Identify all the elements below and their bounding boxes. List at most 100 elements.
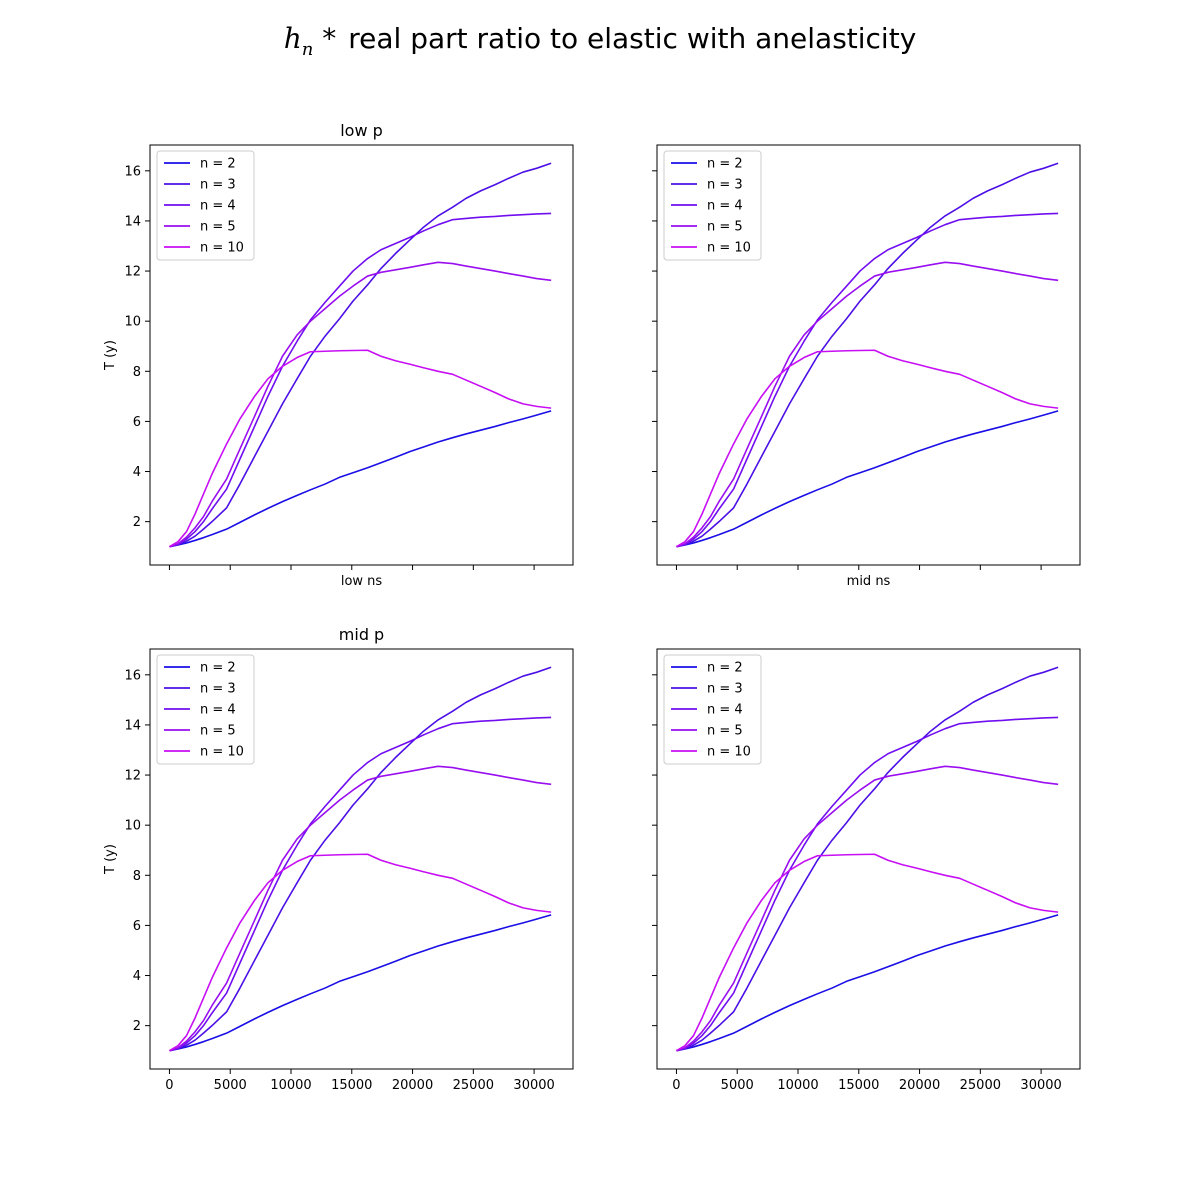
legend: n = 2 n = 3 n = 4 n = 5 n = 10 xyxy=(156,654,255,765)
figure-title-text: real part ratio to elastic with anelasti… xyxy=(348,22,916,55)
y-tick-label: 12 xyxy=(124,265,141,280)
series-line-n5 xyxy=(676,261,1059,548)
legend-box xyxy=(156,150,255,261)
y-tick-label: 6 xyxy=(133,919,141,934)
series-line-n4 xyxy=(169,212,552,548)
series-line-n3 xyxy=(676,162,1059,548)
figure-title-subscript: n xyxy=(302,39,314,60)
series-group xyxy=(676,666,1059,1052)
y-tick-label: 8 xyxy=(133,365,141,380)
series-group xyxy=(676,162,1059,548)
figure-title: hn * real part ratio to elastic with anel… xyxy=(284,22,917,60)
legend-label: n = 3 xyxy=(707,178,743,193)
x-axis-label: mid ns xyxy=(847,574,891,589)
legend: n = 2 n = 3 n = 4 n = 5 n = 10 xyxy=(663,654,762,765)
y-tick-label: 6 xyxy=(133,415,141,430)
series-line-n4 xyxy=(676,716,1059,1052)
figure-title-math: h xyxy=(284,22,302,55)
legend-box xyxy=(156,654,255,765)
legend-label: n = 3 xyxy=(707,682,743,697)
legend-label: n = 10 xyxy=(200,241,244,256)
y-tick-label: 16 xyxy=(124,668,141,683)
legend-label: n = 2 xyxy=(707,661,743,676)
y-tick-label: 2 xyxy=(133,515,141,530)
subplot-2: mid ns n = 2 n = 3 n = 4 n = 5 n = 10 xyxy=(652,144,1081,589)
legend-label: n = 4 xyxy=(200,703,236,718)
y-axis-label: T (y) xyxy=(103,844,118,875)
series-line-n4 xyxy=(676,212,1059,548)
series-line-n2 xyxy=(676,410,1059,548)
series-line-n5 xyxy=(676,765,1059,1052)
series-line-n10 xyxy=(676,349,1059,548)
legend-label: n = 5 xyxy=(707,220,743,235)
y-tick-label: 14 xyxy=(124,214,141,229)
y-tick-label: 12 xyxy=(124,769,141,784)
x-tick-label: 30000 xyxy=(1020,1078,1061,1093)
x-tick-label: 5000 xyxy=(214,1078,247,1093)
series-line-n3 xyxy=(676,666,1059,1052)
y-tick-label: 10 xyxy=(124,819,141,834)
x-tick-label: 15000 xyxy=(838,1078,879,1093)
x-tick-label: 20000 xyxy=(899,1078,940,1093)
series-line-n2 xyxy=(676,914,1059,1052)
figure-title-star: * xyxy=(313,22,336,55)
y-tick-label: 4 xyxy=(133,465,141,480)
series-line-n3 xyxy=(169,162,552,548)
subplot-4: 0 5000 10000 15000 20000 25000 30000 n = 2 n = 3… xyxy=(652,648,1081,1093)
subplot-title: low p xyxy=(340,121,383,140)
y-axis-label: T (y) xyxy=(103,340,118,371)
x-tick-label: 10000 xyxy=(777,1078,818,1093)
x-tick-label: 0 xyxy=(165,1078,173,1093)
plot-frame xyxy=(149,648,574,1070)
legend-label: n = 10 xyxy=(200,745,244,760)
series-line-n10 xyxy=(169,853,552,1052)
x-tick-label: 25000 xyxy=(960,1078,1001,1093)
x-tick-label: 10000 xyxy=(270,1078,311,1093)
x-tick-label: 25000 xyxy=(453,1078,494,1093)
plot-frame xyxy=(656,648,1081,1070)
x-axis-label: low ns xyxy=(341,574,383,589)
series-line-n5 xyxy=(169,765,552,1052)
legend-label: n = 2 xyxy=(707,157,743,172)
series-line-n4 xyxy=(169,716,552,1052)
legend-label: n = 3 xyxy=(200,178,236,193)
legend-label: n = 2 xyxy=(200,661,236,676)
subplot-3: 0 5000 10000 15000 20000 25000 30000 2 4 6 8 10 12 14… xyxy=(103,625,574,1093)
legend-label: n = 10 xyxy=(707,241,751,256)
series-group xyxy=(169,666,552,1052)
legend-label: n = 5 xyxy=(200,220,236,235)
y-tick-label: 10 xyxy=(124,315,141,330)
legend: n = 2 n = 3 n = 4 n = 5 n = 10 xyxy=(663,150,762,261)
legend: n = 2 n = 3 n = 4 n = 5 n = 10 xyxy=(156,150,255,261)
legend-label: n = 10 xyxy=(707,745,751,760)
legend-label: n = 4 xyxy=(707,199,743,214)
legend-box xyxy=(663,150,762,261)
legend-box xyxy=(663,654,762,765)
series-line-n2 xyxy=(169,914,552,1052)
y-tick-label: 8 xyxy=(133,869,141,884)
subplot-title: mid p xyxy=(339,625,384,644)
legend-label: n = 4 xyxy=(200,199,236,214)
legend-label: n = 5 xyxy=(200,724,236,739)
legend-label: n = 3 xyxy=(200,682,236,697)
x-tick-label: 5000 xyxy=(721,1078,754,1093)
y-tick-label: 4 xyxy=(133,969,141,984)
legend-label: n = 4 xyxy=(707,703,743,718)
series-line-n5 xyxy=(169,261,552,548)
y-tick-label: 16 xyxy=(124,164,141,179)
series-group xyxy=(169,162,552,548)
series-line-n10 xyxy=(676,853,1059,1052)
y-tick-label: 2 xyxy=(133,1019,141,1034)
x-tick-label: 20000 xyxy=(392,1078,433,1093)
plot-frame xyxy=(149,144,574,566)
series-line-n2 xyxy=(169,410,552,548)
x-tick-label: 30000 xyxy=(513,1078,554,1093)
plot-frame xyxy=(656,144,1081,566)
x-tick-label: 0 xyxy=(672,1078,680,1093)
x-tick-label: 15000 xyxy=(331,1078,372,1093)
y-tick-label: 14 xyxy=(124,718,141,733)
legend-label: n = 5 xyxy=(707,724,743,739)
